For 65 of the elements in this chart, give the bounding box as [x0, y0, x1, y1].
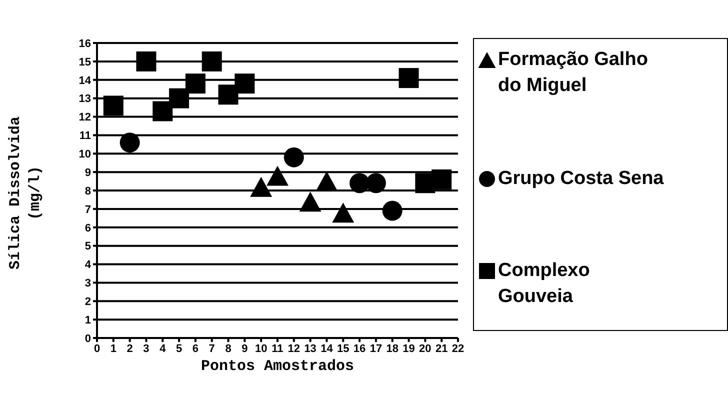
y-tick-label: 4	[84, 259, 92, 272]
point	[284, 147, 304, 168]
y-tick-label: 9	[84, 166, 91, 179]
y-tick-label: 7	[84, 204, 91, 216]
x-tick-label: 7	[208, 342, 215, 355]
y-tick-label: 3	[84, 278, 91, 290]
y-tick-label: 5	[84, 240, 91, 253]
point	[398, 68, 419, 88]
x-tick-label: 0	[94, 342, 100, 355]
point	[366, 173, 386, 194]
point	[120, 132, 140, 153]
point	[316, 171, 338, 192]
point	[350, 173, 370, 194]
x-tick-label: 14	[320, 342, 334, 355]
x-tick-label: 12	[288, 342, 300, 355]
x-tick-label: 17	[370, 342, 382, 355]
point	[218, 84, 238, 105]
point	[136, 51, 156, 72]
x-tick-label: 13	[304, 342, 316, 355]
point	[382, 200, 402, 221]
y-tick-label: 8	[84, 185, 91, 198]
point	[152, 101, 173, 122]
point	[202, 51, 222, 72]
y-tick-label: 12	[78, 112, 91, 124]
x-tick-label: 8	[225, 342, 232, 355]
legend-label: Formação Galho do Miguel	[498, 48, 649, 98]
x-tick-label: 3	[143, 342, 150, 355]
y-tick-label: 11	[79, 130, 91, 142]
y-axis-title: Sílica Dissolvida (mg/l)	[6, 115, 45, 272]
point	[169, 88, 190, 108]
point	[250, 176, 272, 197]
x-tick-label: 19	[402, 342, 415, 355]
x-tick-label: 6	[192, 342, 199, 355]
point	[185, 74, 206, 94]
y-tick-label: 0	[84, 332, 91, 345]
x-tick-label: 2	[126, 342, 133, 355]
legend-label: Grupo Costa Sena	[498, 166, 665, 190]
point	[103, 96, 124, 116]
x-tick-label: 4	[160, 342, 167, 355]
y-tick-label: 2	[84, 296, 91, 308]
point	[266, 166, 288, 186]
y-tick-label: 13	[78, 93, 91, 106]
point	[432, 169, 452, 190]
y-tick-label: 14	[78, 74, 92, 87]
x-tick-label: 15	[337, 342, 350, 355]
legend-label: Complexo Gouveia	[498, 259, 591, 309]
x-tick-label: 22	[452, 342, 464, 355]
y-tick-label: 16	[78, 38, 91, 50]
point	[332, 202, 354, 223]
x-tick-label: 5	[176, 342, 182, 355]
y-tick-label: 1	[84, 314, 91, 326]
x-axis-title: Pontos Amostrados	[200, 358, 356, 375]
x-tick-label: 10	[254, 342, 268, 355]
x-tick-label: 20	[419, 342, 432, 355]
y-tick-label: 15	[78, 56, 91, 68]
x-tick-label: 11	[272, 342, 284, 355]
point	[234, 74, 255, 94]
x-tick-label: 21	[435, 342, 448, 355]
x-tick-label: 18	[386, 342, 398, 355]
point	[299, 192, 322, 212]
x-tick-label: 16	[353, 342, 366, 355]
x-tick-label: 1	[110, 342, 116, 355]
y-tick-label: 10	[78, 148, 91, 161]
y-tick-label: 6	[84, 222, 91, 234]
x-tick-label: 9	[242, 342, 248, 355]
